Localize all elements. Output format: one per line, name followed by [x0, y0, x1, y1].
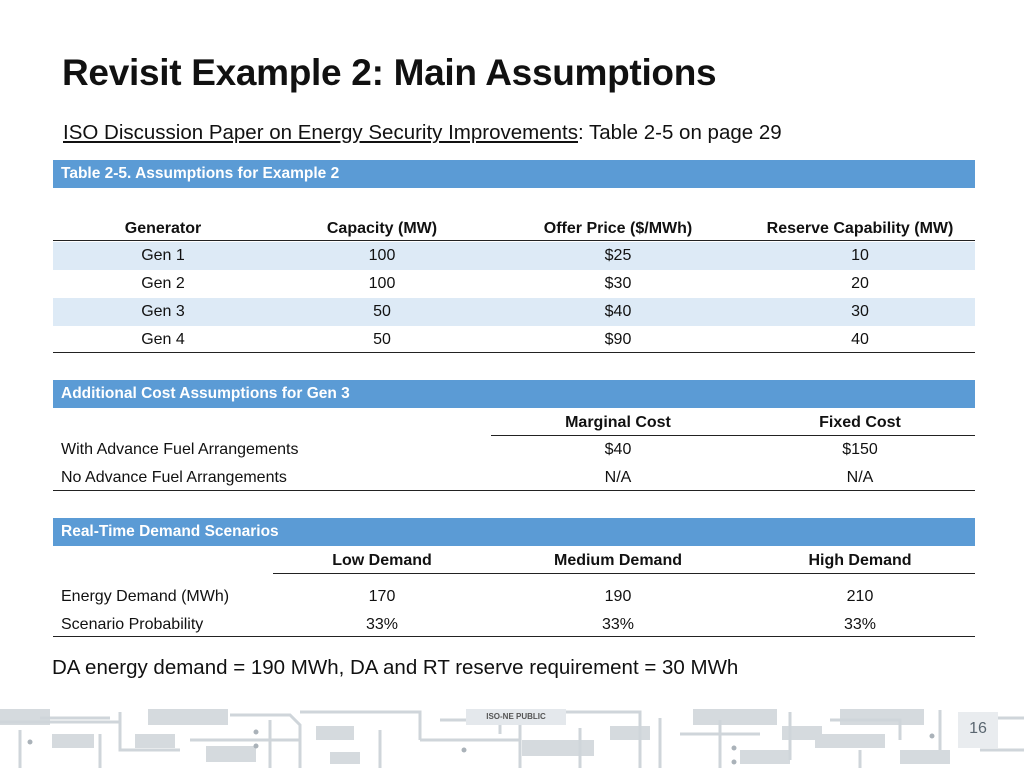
table2-caption: Additional Cost Assumptions for Gen 3 [53, 380, 975, 408]
page-number: 16 [958, 712, 998, 748]
table-row: Scenario Probability 33% 33% 33% [53, 611, 975, 639]
table3-caption: Real-Time Demand Scenarios [53, 518, 975, 546]
demand-requirement-note: DA energy demand = 190 MWh, DA and RT re… [52, 656, 739, 679]
table3-header-low-demand: Low Demand [332, 552, 432, 569]
table-cell: 33% [601, 616, 635, 633]
table-cell: 50 [373, 303, 391, 320]
table1-header-row: Generator Capacity (MW) Offer Price ($/M… [53, 215, 975, 243]
table2-header-marginal-cost: Marginal Cost [565, 414, 671, 431]
slide-title: Revisit Example 2: Main Assumptions [62, 52, 717, 93]
table-cell: Gen 2 [141, 275, 185, 292]
table-row: Gen 3 50 $40 30 [53, 298, 975, 326]
table-cell: Gen 4 [141, 331, 185, 348]
table3-header-rule [273, 573, 975, 574]
table-cell: 50 [373, 331, 391, 348]
table-cell: Gen 1 [141, 247, 185, 264]
table-cell: $90 [604, 331, 632, 348]
table2-header-rule [491, 435, 975, 436]
table1-header-capacity: Capacity (MW) [326, 220, 438, 237]
table2-bottom-rule [53, 490, 975, 491]
table-cell: 20 [851, 275, 869, 292]
source-document-link[interactable]: ISO Discussion Paper on Energy Security … [63, 121, 578, 144]
table-cell: 10 [851, 247, 869, 264]
table1-header-rule [53, 240, 975, 241]
table-cell: 33% [365, 616, 399, 633]
table-row: Gen 1 100 $25 10 [53, 242, 975, 270]
table-cell: $25 [604, 247, 632, 264]
table-cell: $40 [604, 303, 632, 320]
table1-header-offer-price: Offer Price ($/MWh) [543, 220, 693, 237]
table-row: Energy Demand (MWh) 170 190 210 [53, 583, 975, 611]
table-cell: $40 [604, 441, 632, 458]
table2-header-fixed-cost: Fixed Cost [819, 414, 901, 431]
table-row-label: With Advance Fuel Arrangements [61, 441, 299, 458]
table-cell: 100 [368, 275, 396, 292]
table-cell: 190 [604, 588, 632, 605]
table1-header-reserve: Reserve Capability (MW) [766, 220, 954, 237]
table-cell: N/A [604, 469, 632, 486]
table-row: No Advance Fuel Arrangements N/A N/A [53, 464, 975, 492]
table-cell: 40 [851, 331, 869, 348]
table-row-label: Energy Demand (MWh) [61, 588, 230, 605]
table3-header-high-demand: High Demand [808, 552, 912, 569]
table-cell: 210 [846, 588, 874, 605]
table-cell: Gen 3 [141, 303, 185, 320]
table-cell: 170 [368, 588, 396, 605]
table3-header-medium-demand: Medium Demand [553, 552, 682, 569]
table-cell: 30 [851, 303, 869, 320]
table-cell: 33% [843, 616, 877, 633]
table-cell: N/A [846, 469, 874, 486]
table3-bottom-rule [53, 636, 975, 637]
footer-classification-tag: ISO-NE PUBLIC [466, 709, 566, 725]
table3-header-row: Low Demand Medium Demand High Demand [53, 547, 975, 575]
circuit-pattern-icon [0, 709, 1024, 768]
slide-subtitle: ISO Discussion Paper on Energy Security … [63, 121, 782, 145]
table-row-label: No Advance Fuel Arrangements [61, 469, 287, 486]
table1-caption: Table 2-5. Assumptions for Example 2 [53, 160, 975, 188]
table1-bottom-rule [53, 352, 975, 353]
table-cell: 100 [368, 247, 396, 264]
table-cell: $150 [842, 441, 878, 458]
footer-circuit-decoration [0, 700, 1024, 768]
table1-header-generator: Generator [124, 220, 202, 237]
source-reference: : Table 2-5 on page 29 [578, 121, 782, 144]
table-row: Gen 2 100 $30 20 [53, 270, 975, 298]
table-cell: $30 [604, 275, 632, 292]
table-row: With Advance Fuel Arrangements $40 $150 [53, 436, 975, 464]
table-row: Gen 4 50 $90 40 [53, 326, 975, 354]
table-row-label: Scenario Probability [61, 616, 204, 633]
table2-header-row: Marginal Cost Fixed Cost [53, 409, 975, 437]
